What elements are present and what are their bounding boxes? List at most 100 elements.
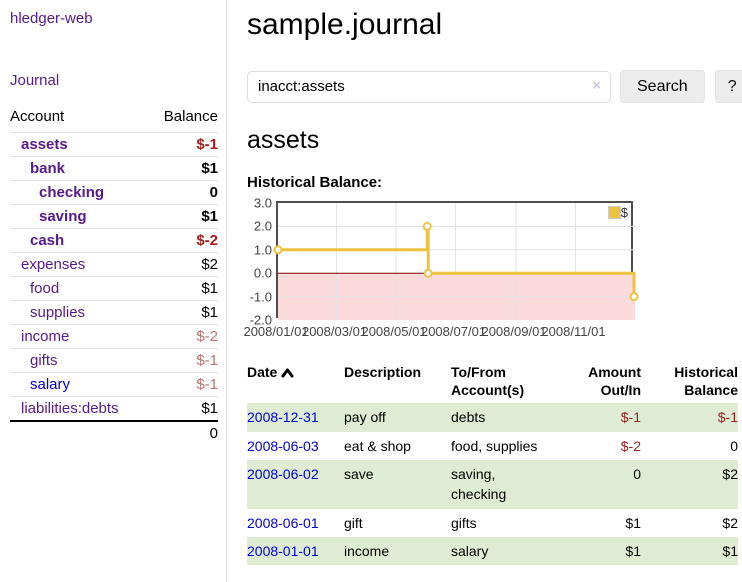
account-balance: $1 <box>148 156 218 181</box>
search-button[interactable]: Search <box>620 70 705 103</box>
search-input[interactable] <box>247 70 611 103</box>
account-link[interactable]: bank <box>30 160 66 177</box>
y-tick-label: 3.0 <box>253 195 272 211</box>
main-content: sample.journal × Search ? assets Histori… <box>227 0 742 582</box>
transaction-balance: 0 <box>730 437 738 454</box>
header-line2: Balance <box>684 382 738 399</box>
transaction-amount: $1 <box>625 542 641 559</box>
transaction-accounts: debts <box>451 409 486 426</box>
account-link[interactable]: assets <box>21 136 68 153</box>
transaction-description: gift <box>344 514 363 531</box>
account-link[interactable]: food <box>30 280 60 297</box>
header-line1: Date <box>247 363 344 381</box>
accounts-total-value: 0 <box>148 420 218 445</box>
account-row: gifts $-1 <box>10 348 218 373</box>
account-balance: $-2 <box>148 228 218 253</box>
transaction-accounts: gifts <box>451 514 477 531</box>
accounts-total-spacer <box>10 420 149 445</box>
help-button[interactable]: ? <box>714 70 742 103</box>
y-tick-label: -1.0 <box>249 289 272 305</box>
account-row: income $-2 <box>10 324 218 349</box>
account-balance: $-1 <box>148 372 218 397</box>
chart-legend: $ <box>607 205 628 220</box>
header-line1: Amount <box>588 364 641 380</box>
chart-y-axis: 3.0 2.0 1.0 0.0 -1.0 -2.0 <box>247 196 272 328</box>
journal-nav: Journal <box>10 72 218 90</box>
chart-x-axis: 2008/01/01 2008/03/01 2008/05/01 2008/07/01… <box>243 324 633 340</box>
transaction-accounts: food, supplies <box>451 437 538 454</box>
accounts-header-balance: Balance <box>163 108 218 125</box>
register-header-date[interactable]: Date <box>247 361 344 403</box>
transaction-description: save <box>344 465 374 482</box>
account-balance: $1 <box>148 204 218 229</box>
account-link[interactable]: saving <box>39 208 87 225</box>
y-tick-label: 2.0 <box>253 218 272 234</box>
transaction-date-link[interactable]: 2008-06-01 <box>247 514 319 531</box>
accounts-table: Account Balance assets $-1 bank $1 checking 0… <box>10 105 218 445</box>
transaction-amount: $-2 <box>620 437 641 454</box>
accounts-total-row: 0 <box>10 420 218 445</box>
transaction-balance: $2 <box>722 465 738 482</box>
clear-search-icon[interactable]: × <box>592 76 601 94</box>
header-line1: To/From <box>451 364 506 380</box>
transaction-row: 2008-06-01 gift gifts $1 $2 <box>247 509 738 537</box>
account-row: food $1 <box>10 276 218 301</box>
transaction-balance: $2 <box>722 514 738 531</box>
account-row: supplies $1 <box>10 300 218 325</box>
transaction-amount: $-1 <box>620 409 641 426</box>
account-row: assets $-1 <box>10 132 218 157</box>
journal-link[interactable]: Journal <box>10 72 60 89</box>
transaction-date-link[interactable]: 2008-12-31 <box>247 409 319 426</box>
account-balance: $-1 <box>148 132 218 157</box>
header-line1: Description <box>344 364 422 380</box>
x-tick-label: 2008/05/01 <box>361 324 427 339</box>
transaction-date-link[interactable]: 2008-06-03 <box>247 437 319 454</box>
account-link[interactable]: supplies <box>30 304 86 321</box>
app-title: hledger-web <box>10 10 218 28</box>
search-form: × Search ? <box>247 70 742 103</box>
chart-plot-area[interactable]: $ <box>273 201 639 320</box>
account-balance: $-2 <box>148 324 218 349</box>
transaction-description: income <box>344 542 390 559</box>
register-header-amount: Amount Out/In <box>551 361 641 403</box>
account-row: salary $-1 <box>10 372 218 397</box>
transaction-balance: $-1 <box>717 409 738 426</box>
header-line2: Account(s) <box>451 382 525 399</box>
account-balance: $1 <box>148 276 218 301</box>
sidebar: hledger-web Journal Account Balance asse… <box>0 0 227 582</box>
account-link[interactable]: checking <box>39 184 105 201</box>
transaction-accounts: saving, checking <box>451 465 507 503</box>
transaction-date-link[interactable]: 2008-01-01 <box>247 542 319 559</box>
app-title-link[interactable]: hledger-web <box>10 10 93 27</box>
x-tick-label: 2008/01/01 <box>243 324 309 339</box>
account-link[interactable]: cash <box>30 232 65 249</box>
transaction-balance: $1 <box>722 542 738 559</box>
transaction-amount: $1 <box>625 514 641 531</box>
transaction-row: 2008-01-01 income salary $1 $1 <box>247 536 738 566</box>
x-tick-label: 2008/11/01 <box>541 324 606 339</box>
x-tick-label: 2008/03/01 <box>301 324 368 339</box>
y-tick-label: 0.0 <box>253 265 272 281</box>
transaction-accounts: salary <box>451 542 489 559</box>
legend-label: $ <box>620 205 628 220</box>
account-balance: $1 <box>148 300 218 325</box>
page-title: sample.journal <box>247 8 443 41</box>
account-balance: $2 <box>148 252 218 277</box>
transaction-amount: 0 <box>633 465 641 482</box>
transaction-row: 2008-06-02 save saving, checking 0 $2 <box>247 459 738 509</box>
account-link[interactable]: liabilities:debts <box>21 400 119 417</box>
account-link[interactable]: salary <box>30 376 71 393</box>
transaction-row: 2008-12-31 pay off debts $-1 $-1 <box>247 403 738 432</box>
account-balance: $-1 <box>148 348 218 373</box>
account-row: liabilities:debts $1 <box>10 396 218 421</box>
account-link[interactable]: income <box>21 328 70 345</box>
account-link[interactable]: gifts <box>30 352 58 369</box>
account-link[interactable]: expenses <box>21 256 86 273</box>
transaction-date-link[interactable]: 2008-06-02 <box>247 465 319 482</box>
header-line2: Out/In <box>600 382 641 399</box>
register-table-body: 2008-12-31 pay off debts $-1 $-1 2008-06-03 ea… <box>247 403 738 566</box>
register-header-description: Description <box>344 361 451 403</box>
chart-title: Historical Balance: <box>247 174 383 191</box>
transaction-description: pay off <box>344 409 386 426</box>
